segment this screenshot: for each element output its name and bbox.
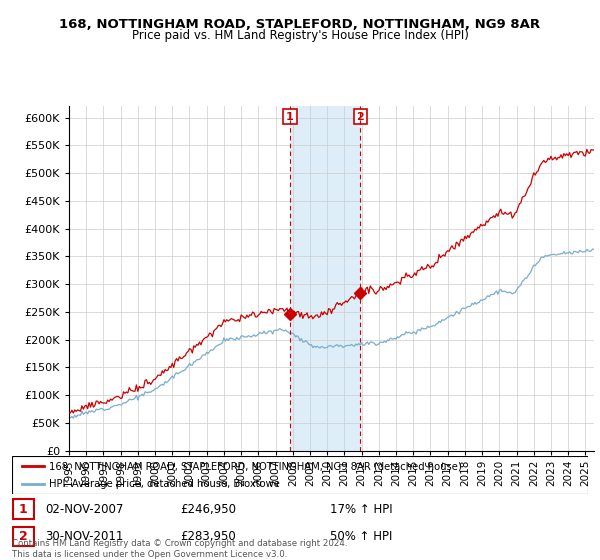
Text: Price paid vs. HM Land Registry's House Price Index (HPI): Price paid vs. HM Land Registry's House … xyxy=(131,29,469,42)
Text: 02-NOV-2007: 02-NOV-2007 xyxy=(45,502,124,516)
Bar xyxy=(290,106,360,451)
Text: 50% ↑ HPI: 50% ↑ HPI xyxy=(330,530,392,543)
Text: 2: 2 xyxy=(19,530,28,543)
Text: 17% ↑ HPI: 17% ↑ HPI xyxy=(330,502,392,516)
Text: Contains HM Land Registry data © Crown copyright and database right 2024.
This d: Contains HM Land Registry data © Crown c… xyxy=(12,539,347,559)
Bar xyxy=(13,526,34,547)
Text: 168, NOTTINGHAM ROAD, STAPLEFORD, NOTTINGHAM, NG9 8AR (detached house): 168, NOTTINGHAM ROAD, STAPLEFORD, NOTTIN… xyxy=(49,461,462,471)
Text: £246,950: £246,950 xyxy=(180,502,236,516)
Text: 2: 2 xyxy=(356,111,364,122)
Text: 168, NOTTINGHAM ROAD, STAPLEFORD, NOTTINGHAM, NG9 8AR: 168, NOTTINGHAM ROAD, STAPLEFORD, NOTTIN… xyxy=(59,18,541,31)
Bar xyxy=(13,499,34,519)
Text: HPI: Average price, detached house, Broxtowe: HPI: Average price, detached house, Brox… xyxy=(49,479,280,489)
Text: 1: 1 xyxy=(286,111,294,122)
Text: £283,950: £283,950 xyxy=(180,530,236,543)
Text: 30-NOV-2011: 30-NOV-2011 xyxy=(45,530,124,543)
Text: 1: 1 xyxy=(19,502,28,516)
